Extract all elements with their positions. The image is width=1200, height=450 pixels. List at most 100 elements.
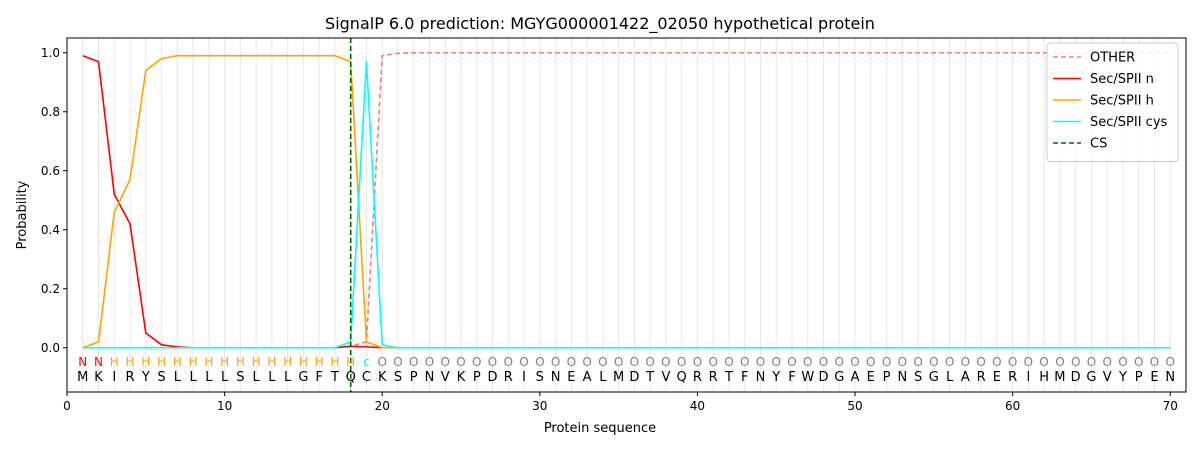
region-label: O — [456, 355, 465, 369]
region-label: H — [252, 355, 261, 369]
region-label: O — [961, 355, 970, 369]
residue-letter: L — [946, 370, 954, 385]
residue-letter: F — [315, 370, 322, 385]
residue-letter: S — [157, 370, 165, 385]
y-tick-label: 0.6 — [41, 164, 60, 178]
region-label: O — [472, 355, 481, 369]
residue-letter: L — [253, 370, 261, 385]
region-label: O — [1039, 355, 1048, 369]
legend-entry: Sec/SPII h — [1090, 94, 1154, 109]
x-tick-label: 20 — [375, 399, 390, 413]
residue-letter: I — [112, 370, 116, 385]
residue-letter: M — [1054, 370, 1065, 385]
region-label: O — [976, 355, 985, 369]
residue-letter: K — [94, 370, 103, 385]
region-label: O — [1024, 355, 1033, 369]
residue-letter: I — [1026, 370, 1030, 385]
region-label: O — [677, 355, 686, 369]
residue-letter: T — [330, 370, 339, 385]
residue-letter: V — [441, 370, 450, 385]
region-label: H — [267, 355, 276, 369]
residue-letter: E — [567, 370, 575, 385]
region-label: O — [1071, 355, 1080, 369]
residue-letter: G — [834, 370, 844, 385]
residue-letter: M — [613, 370, 624, 385]
region-label: H — [157, 355, 166, 369]
region-label: O — [1150, 355, 1159, 369]
region-label: H — [220, 355, 229, 369]
series-sec-spii-cys — [82, 60, 1171, 349]
residue-letter: N — [551, 370, 561, 385]
series-layer — [82, 38, 1171, 392]
region-label: O — [787, 355, 796, 369]
region-label: O — [913, 355, 922, 369]
legend: OTHER Sec/SPII n Sec/SPII h Sec/SPII cys CS — [1046, 42, 1179, 162]
region-label: O — [1055, 355, 1064, 369]
region-label: O — [724, 355, 733, 369]
region-label: O — [945, 355, 954, 369]
region-label: H — [173, 355, 182, 369]
legend-entry: Sec/SPII cys — [1090, 115, 1168, 130]
region-label: O — [630, 355, 639, 369]
residue-letter: M — [77, 370, 88, 385]
region-label: O — [504, 355, 513, 369]
residue-letter: L — [221, 370, 229, 385]
residue-letter: Q — [346, 370, 356, 385]
region-label: O — [1087, 355, 1096, 369]
region-label: H — [110, 355, 119, 369]
region-label: O — [898, 355, 907, 369]
region-label: O — [866, 355, 875, 369]
residue-letter: I — [522, 370, 526, 385]
region-label: O — [835, 355, 844, 369]
residue-letter: N — [756, 370, 766, 385]
region-label: H — [236, 355, 245, 369]
region-label: N — [78, 355, 87, 369]
region-label: O — [441, 355, 450, 369]
region-label: N — [94, 355, 103, 369]
region-label: O — [1102, 355, 1111, 369]
residue-letter: P — [883, 370, 891, 385]
region-label: O — [756, 355, 765, 369]
residue-letter: N — [897, 370, 907, 385]
residue-letter: G — [929, 370, 939, 385]
residue-letter: R — [1008, 370, 1017, 385]
region-label: H — [189, 355, 198, 369]
region-label: O — [535, 355, 544, 369]
region-label: O — [661, 355, 670, 369]
region-label: O — [850, 355, 859, 369]
region-label: O — [708, 355, 717, 369]
region-label: O — [519, 355, 528, 369]
y-tick-label: 0.0 — [41, 341, 60, 355]
residue-letter: T — [724, 370, 733, 385]
residue-letter: K — [457, 370, 466, 385]
residue-letter: D — [488, 370, 498, 385]
residue-letter: L — [205, 370, 213, 385]
residue-letter: R — [709, 370, 718, 385]
y-axis-label: Probability — [15, 180, 30, 249]
residue-letter: S — [394, 370, 402, 385]
region-label: O — [614, 355, 623, 369]
residue-letter: A — [961, 370, 970, 385]
region-label: O — [645, 355, 654, 369]
legend-entry: CS — [1090, 137, 1107, 152]
region-label: O — [771, 355, 780, 369]
region-label: O — [929, 355, 938, 369]
region-label: O — [377, 355, 386, 369]
y-tick-label: 0.8 — [41, 105, 60, 119]
residue-letter: D — [818, 370, 828, 385]
residue-letter: L — [599, 370, 607, 385]
residue-letter: L — [268, 370, 276, 385]
residue-letter: Y — [141, 370, 150, 385]
residue-letter: Y — [1118, 370, 1127, 385]
x-tick-label: 50 — [847, 399, 862, 413]
residue-letter: G — [1086, 370, 1096, 385]
residue-letter: S — [914, 370, 922, 385]
region-label: O — [488, 355, 497, 369]
legend-box — [1046, 42, 1179, 162]
chart-title: SignalP 6.0 prediction: MGYG000001422_02… — [325, 14, 875, 34]
residue-letter: T — [645, 370, 654, 385]
residue-letter: H — [1039, 370, 1049, 385]
x-tick-label: 0 — [63, 399, 71, 413]
legend-entry: Sec/SPII n — [1090, 72, 1154, 87]
region-label: O — [803, 355, 812, 369]
